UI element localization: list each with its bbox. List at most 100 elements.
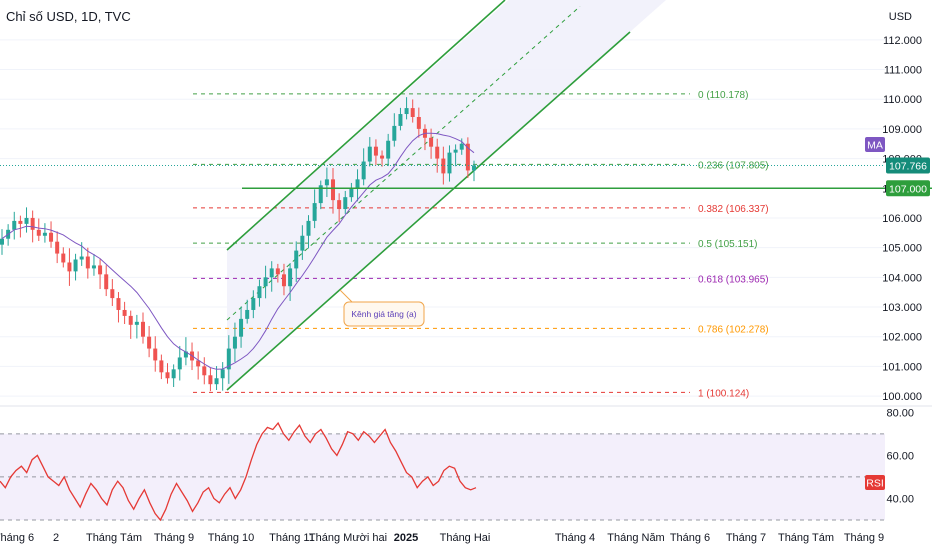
candle-body bbox=[355, 179, 360, 189]
candle-body bbox=[24, 217, 29, 224]
time-tick-label: Tháng 7 bbox=[726, 532, 766, 544]
annotation-box[interactable] bbox=[343, 301, 425, 327]
candle-body bbox=[104, 274, 109, 290]
fib-level-label: 0 (110.178) bbox=[698, 90, 748, 101]
price-axis[interactable]: 112.000111.000110.000109.000108.000107.0… bbox=[882, 11, 922, 403]
candle-body bbox=[257, 286, 262, 299]
candle-body bbox=[453, 149, 458, 153]
price-tick-label: 102.000 bbox=[882, 332, 922, 344]
time-tick-label: 2 bbox=[53, 532, 59, 544]
rsi-badge-text: RSI bbox=[866, 478, 884, 490]
candle-body bbox=[177, 357, 182, 370]
price-tick-label: 104.000 bbox=[882, 272, 922, 284]
badge-layer: MA 107.766 107.000 RSI bbox=[865, 137, 930, 490]
candle-body bbox=[116, 298, 121, 310]
price-tick-label: 101.000 bbox=[882, 361, 922, 373]
time-tick-label: Tháng 6 bbox=[0, 532, 34, 544]
price-tick-label: 106.000 bbox=[882, 213, 922, 225]
time-tick-label: Tháng 10 bbox=[208, 532, 254, 544]
ma-layer bbox=[1, 132, 475, 370]
candle-body bbox=[12, 220, 17, 230]
candle-body bbox=[85, 256, 90, 269]
price-tick-label: 109.000 bbox=[882, 124, 922, 136]
time-tick-label: Tháng Năm bbox=[607, 532, 664, 544]
candle-body bbox=[435, 146, 440, 159]
fib-level-label: 0.5 (105.151) bbox=[698, 239, 758, 250]
candle-body bbox=[459, 143, 464, 150]
time-tick-label: Tháng 9 bbox=[844, 532, 884, 544]
price-tick-label: 112.000 bbox=[883, 35, 922, 47]
candle-body bbox=[251, 298, 256, 310]
candle-body bbox=[269, 268, 274, 278]
candle-body bbox=[183, 351, 188, 358]
candle-body bbox=[30, 217, 35, 230]
candle-body bbox=[91, 265, 96, 269]
rsi-tick-label: 80.00 bbox=[886, 407, 914, 419]
last-price-badge-bg bbox=[886, 157, 930, 174]
time-axis[interactable]: Tháng 6 2 Tháng Tám Tháng 9 Tháng 10 Tháng 11… bbox=[0, 532, 884, 544]
candle-body bbox=[153, 348, 158, 361]
fib-level-label: 1 (100.124) bbox=[698, 388, 749, 399]
fib-level-label: 0.382 (106.337) bbox=[698, 204, 769, 215]
candle-body bbox=[275, 268, 280, 275]
price-tick-label: 103.000 bbox=[882, 302, 922, 314]
candle-body bbox=[49, 232, 54, 242]
candle-body bbox=[386, 140, 391, 159]
currency-label: USD bbox=[889, 11, 912, 23]
price-tick-label: 111.000 bbox=[884, 65, 922, 77]
candle-body bbox=[140, 321, 145, 337]
candle-body bbox=[239, 318, 244, 337]
candle-body bbox=[398, 114, 403, 126]
candle-body bbox=[281, 274, 286, 287]
candle-body bbox=[226, 348, 231, 370]
channel-fill-layer bbox=[227, 0, 667, 390]
candle-body bbox=[196, 360, 201, 367]
candle-body bbox=[245, 309, 250, 319]
fibonacci-layer[interactable]: 0 (110.178) 0.236 (107.805) 0.382 (106.337… bbox=[193, 90, 769, 399]
candle-body bbox=[61, 253, 66, 263]
channel-mid-line bbox=[226, 6, 581, 321]
candle-body bbox=[134, 321, 139, 325]
candle-body bbox=[349, 188, 354, 198]
chart-title: Chỉ số USD, 1D, TVC bbox=[6, 9, 131, 24]
time-tick-label: Tháng Tám bbox=[778, 532, 834, 544]
candle-body bbox=[202, 366, 207, 376]
rising-channel[interactable] bbox=[226, 0, 631, 391]
candle-body bbox=[324, 179, 329, 186]
candle-body bbox=[73, 259, 78, 272]
rsi-badge-bg bbox=[865, 475, 885, 490]
candle-body bbox=[147, 336, 152, 349]
candle-body bbox=[331, 179, 336, 201]
time-tick-label: Tháng 4 bbox=[555, 532, 595, 544]
horizontal-line-layer[interactable] bbox=[0, 165, 932, 190]
time-tick-label: Tháng 6 bbox=[670, 532, 710, 544]
channel-fill bbox=[227, 0, 667, 390]
ma-badge-text: MA bbox=[867, 140, 883, 152]
candle-body bbox=[410, 108, 415, 117]
candle-body bbox=[404, 108, 409, 115]
candle-body bbox=[392, 125, 397, 141]
candle-body bbox=[306, 220, 311, 236]
annotation-layer[interactable]: Kênh giá tăng (a) bbox=[339, 289, 425, 327]
candle-body bbox=[361, 161, 366, 180]
price-tick-label: 110.000 bbox=[883, 94, 922, 106]
channel-upper-line[interactable] bbox=[226, 0, 506, 251]
annotation-text: Kênh giá tăng (a) bbox=[351, 309, 416, 319]
channel-lower-line[interactable] bbox=[226, 31, 631, 391]
candle-body bbox=[208, 375, 213, 385]
fib-level-label: 0.786 (102.278) bbox=[698, 324, 769, 335]
candle-body bbox=[373, 146, 378, 156]
rsi-tick-label: 40.00 bbox=[886, 493, 914, 505]
candle-body bbox=[288, 268, 293, 287]
time-tick-label: Tháng 9 bbox=[154, 532, 194, 544]
line-price-badge-text: 107.000 bbox=[889, 183, 927, 195]
candle-body bbox=[171, 369, 176, 379]
candle-body bbox=[465, 143, 470, 171]
candle-body bbox=[36, 229, 41, 236]
candle-body bbox=[441, 158, 446, 174]
candle-layer bbox=[0, 97, 476, 392]
candle-body bbox=[300, 235, 305, 251]
candle-body bbox=[110, 289, 115, 299]
fib-level-label: 0.236 (107.805) bbox=[698, 160, 769, 171]
